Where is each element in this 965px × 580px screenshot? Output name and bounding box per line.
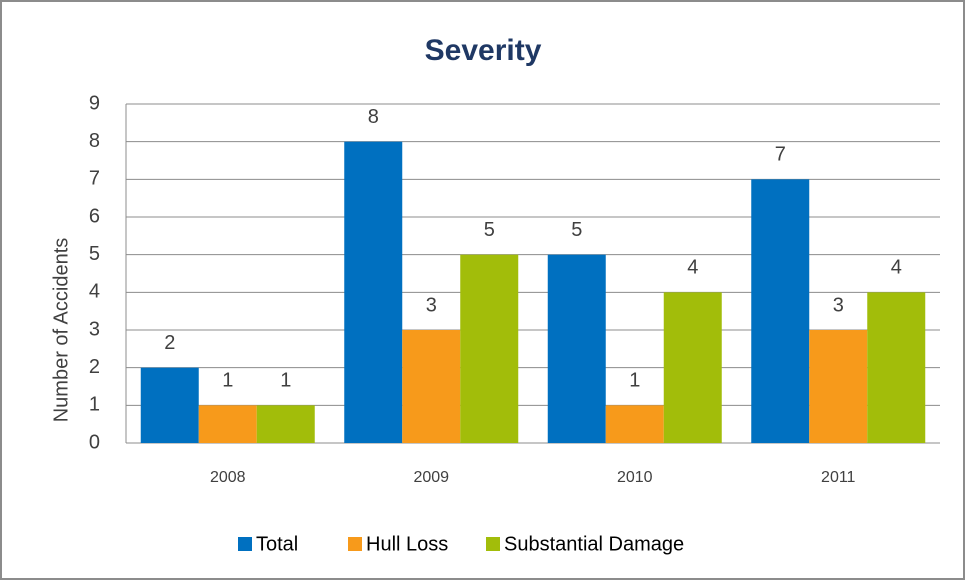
legend-swatch	[486, 537, 500, 551]
legend-label: Total	[256, 533, 298, 555]
bar	[663, 292, 722, 443]
data-label: 1	[222, 370, 233, 392]
y-tick-label: 2	[89, 356, 100, 378]
bar	[867, 292, 926, 443]
data-label: 1	[280, 370, 291, 392]
data-label: 1	[629, 370, 640, 392]
y-tick-label: 6	[89, 205, 100, 227]
bar	[344, 141, 403, 443]
data-label: 3	[426, 294, 437, 316]
data-label: 5	[484, 219, 495, 241]
y-axis-label: Number of Accidents	[50, 238, 72, 423]
y-tick-label: 9	[89, 92, 100, 114]
y-tick-label: 3	[89, 318, 100, 340]
legend-label: Hull Loss	[366, 533, 448, 555]
y-tick-label: 0	[89, 431, 100, 453]
data-label: 8	[368, 106, 379, 128]
bar	[198, 405, 257, 443]
data-label: 3	[833, 294, 844, 316]
bar	[809, 330, 868, 443]
data-label: 7	[775, 144, 786, 166]
data-label: 5	[571, 219, 582, 241]
bar	[402, 330, 461, 443]
y-tick-label: 5	[89, 243, 100, 265]
bar	[460, 254, 519, 443]
x-tick-label: 2008	[210, 469, 246, 486]
bar	[547, 254, 606, 443]
data-label: 4	[891, 257, 902, 279]
legend-swatch	[238, 537, 252, 551]
chart-title: Severity	[425, 34, 542, 67]
bar	[605, 405, 664, 443]
x-tick-label: 2010	[617, 469, 653, 486]
y-tick-label: 8	[89, 130, 100, 152]
x-tick-label: 2011	[821, 469, 856, 486]
data-label: 4	[687, 257, 698, 279]
y-tick-label: 4	[89, 281, 100, 303]
legend-label: Substantial Damage	[504, 533, 684, 555]
bar	[256, 405, 315, 443]
data-label: 2	[164, 332, 175, 354]
legend-swatch	[348, 537, 362, 551]
bar	[751, 179, 810, 444]
x-tick-label: 2009	[413, 469, 449, 486]
bar	[140, 367, 199, 443]
y-tick-label: 1	[89, 394, 100, 416]
y-tick-label: 7	[89, 168, 100, 190]
